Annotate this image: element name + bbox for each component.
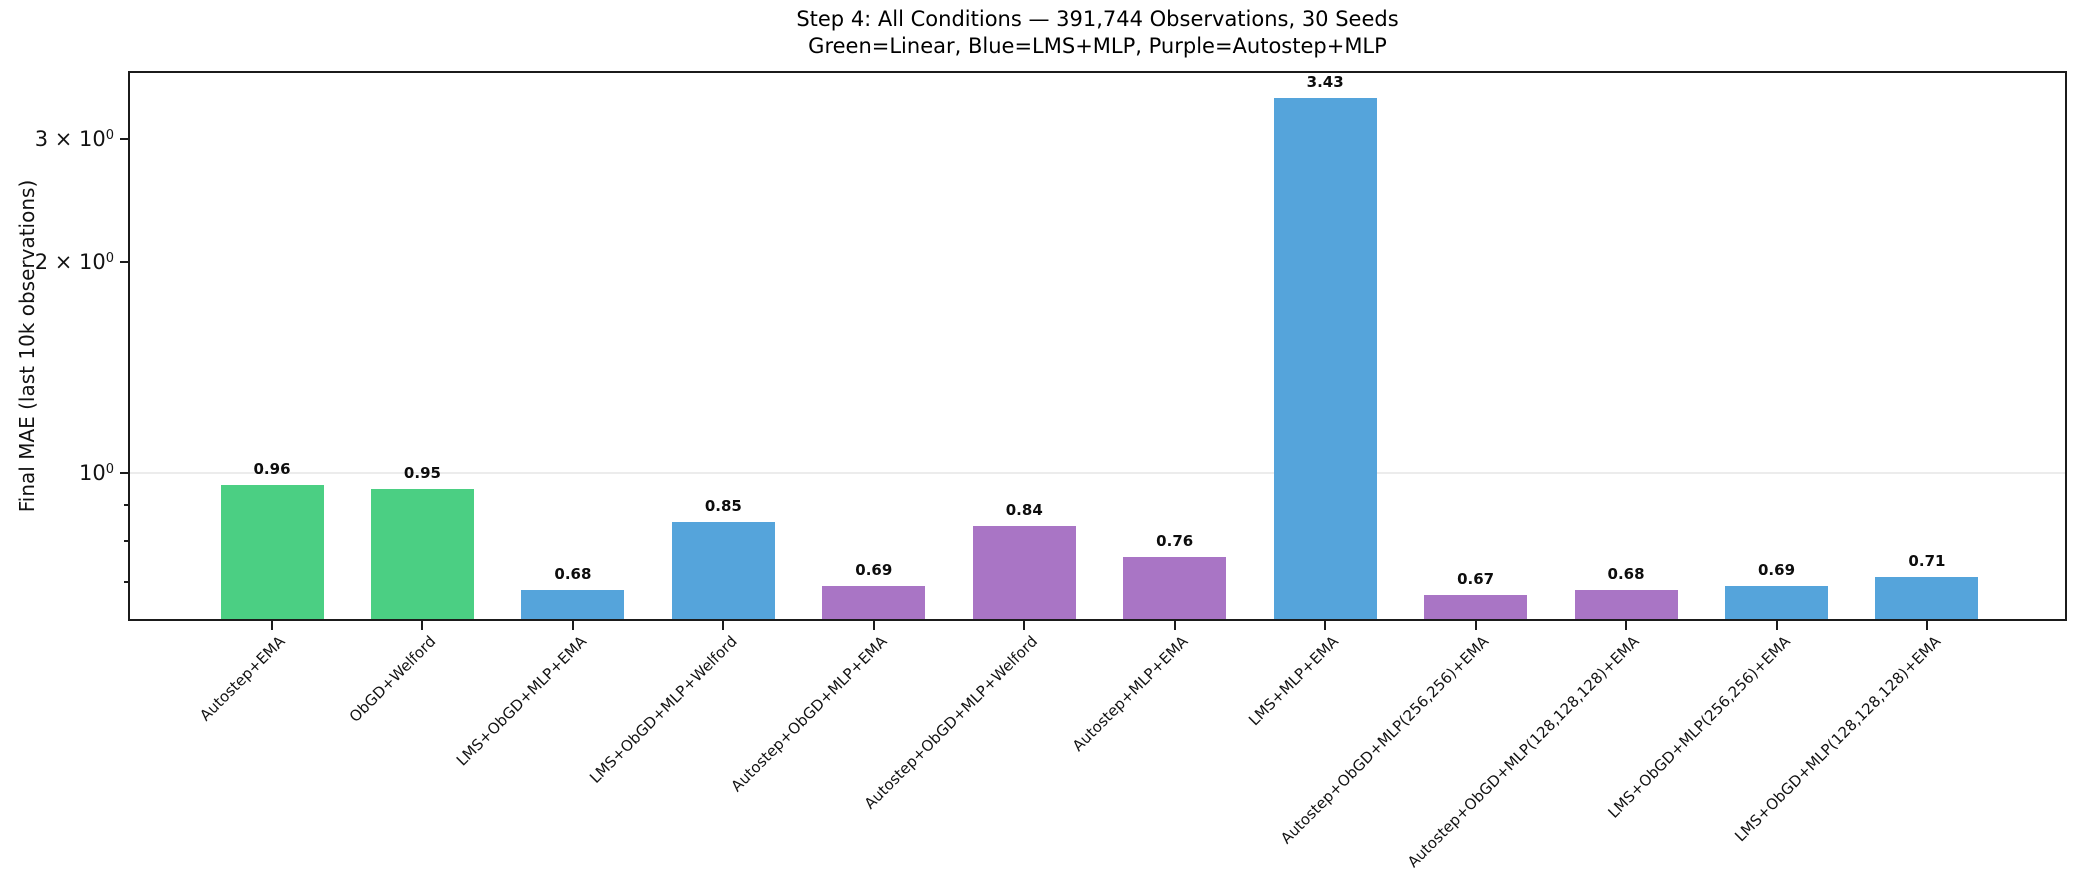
bar-value-label: 0.68 [1607, 565, 1645, 584]
y-minor-tick [124, 580, 130, 583]
y-tick-label: 3 × 100 [34, 126, 114, 151]
bar-Autostep+ObGD+MLP(256,256)+EMA [1424, 594, 1528, 619]
y-axis-label: Final MAE (last 10k observations) [15, 179, 39, 513]
bar-Autostep+ObGD+MLP+Welford [972, 526, 1076, 619]
chart-title: Step 4: All Conditions — 391,744 Observa… [796, 7, 1399, 31]
y-tick [120, 137, 130, 140]
x-tick [872, 621, 875, 630]
x-tick-label: Autostep+ObGD+MLP+Welford [860, 632, 1042, 813]
chart-subtitle-legend: Green=Linear, Blue=LMS+MLP, Purple=Autos… [808, 34, 1387, 58]
bar-value-label: 0.96 [253, 460, 291, 479]
y-gridline [130, 472, 2065, 475]
bar-value-label: 3.43 [1306, 72, 1344, 91]
bar-value-label: 0.68 [554, 565, 592, 584]
bar-ObGD+Welford [370, 488, 474, 619]
y-minor-tick [124, 504, 130, 507]
x-tick-label: LMS+ObGD+MLP+Welford [585, 632, 741, 787]
bar-Autostep+EMA [220, 485, 324, 619]
x-tick [571, 621, 574, 630]
x-tick [1625, 621, 1628, 630]
y-tick [120, 472, 130, 475]
bar-Autostep+MLP+EMA [1123, 556, 1227, 619]
bar-LMS+MLP+EMA [1273, 97, 1377, 619]
x-tick [722, 621, 725, 630]
bar-LMS+ObGD+MLP(128,128,128)+EMA [1875, 577, 1979, 619]
bar-value-label: 0.84 [1005, 501, 1043, 520]
chart-title-block: Step 4: All Conditions — 391,744 Observa… [130, 6, 2065, 60]
y-minor-tick [124, 539, 130, 542]
x-tick-label: Autostep+EMA [196, 632, 290, 725]
x-tick [1324, 621, 1327, 630]
bar-value-label: 0.69 [855, 560, 893, 579]
x-tick [421, 621, 424, 630]
x-tick-label: Autostep+ObGD+MLP+EMA [727, 632, 891, 796]
bar-value-label: 0.67 [1457, 569, 1495, 588]
y-tick-exponent: 0 [105, 127, 114, 143]
bar-value-label: 0.71 [1908, 552, 1946, 571]
bar-value-label: 0.76 [1156, 531, 1194, 550]
x-tick-label: LMS+MLP+EMA [1245, 632, 1343, 730]
y-tick-label: 2 × 100 [34, 250, 114, 275]
x-tick [1925, 621, 1928, 630]
bar-LMS+ObGD+MLP+Welford [671, 522, 775, 619]
x-tick-label: LMS+ObGD+MLP(256,256)+EMA [1604, 632, 1794, 822]
x-tick [1474, 621, 1477, 630]
x-tick [271, 621, 273, 630]
x-tick-label: Autostep+ObGD+MLP(128,128,128)+EMA [1404, 632, 1644, 872]
bar-value-label: 0.95 [403, 463, 441, 482]
x-tick-label: ObGD+Welford [345, 632, 440, 726]
x-tick [1173, 621, 1176, 630]
bar-value-label: 0.85 [704, 497, 742, 516]
y-tick-exponent: 0 [105, 250, 114, 266]
bar-LMS+ObGD+MLP(256,256)+EMA [1725, 585, 1828, 619]
y-tick [120, 261, 130, 264]
y-tick-exponent: 0 [105, 461, 114, 477]
bar-Autostep+ObGD+MLP+EMA [822, 585, 926, 619]
bar-Autostep+ObGD+MLP(128,128,128)+EMA [1574, 590, 1678, 619]
x-tick-label: Autostep+MLP+EMA [1069, 632, 1192, 755]
x-tick-label: LMS+ObGD+MLP+EMA [452, 632, 590, 770]
x-tick [1023, 621, 1026, 630]
x-tick [1775, 621, 1778, 630]
bar-LMS+ObGD+MLP+EMA [521, 590, 625, 619]
bar-value-label: 0.69 [1757, 560, 1796, 579]
y-tick-label: 100 [78, 461, 114, 486]
